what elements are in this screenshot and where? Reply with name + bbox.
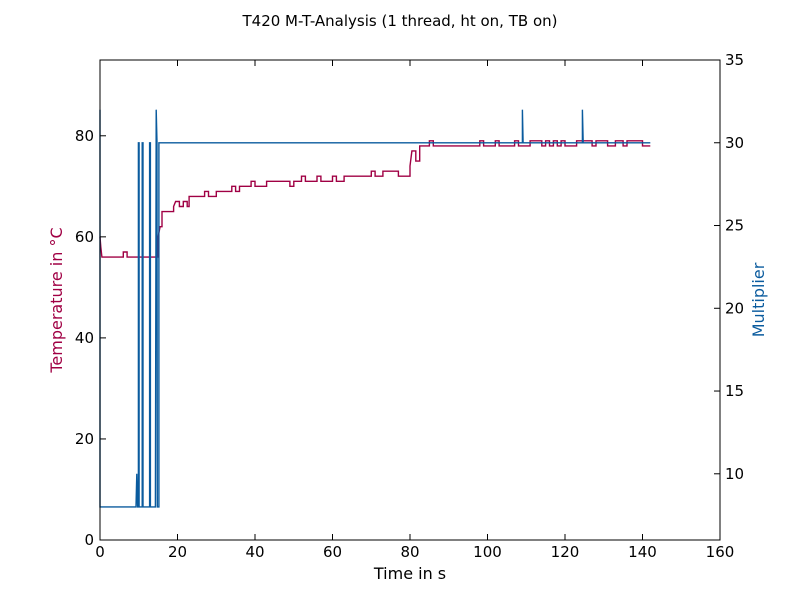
temperature-line	[99, 140, 651, 258]
plot-lines	[99, 109, 651, 508]
multiplier-line	[99, 109, 651, 508]
y-right-tick-label: 25	[725, 217, 744, 235]
y-left-axis-label: Temperature in °C	[47, 227, 66, 373]
y-left-tick-label: 20	[75, 430, 94, 448]
y-right-tick-label: 20	[725, 299, 744, 317]
x-tick-label: 100	[473, 543, 502, 561]
y-right-tick-label: 10	[725, 465, 744, 483]
y-left-tick-label: 40	[75, 329, 94, 347]
x-tick-label: 0	[95, 543, 105, 561]
y-right-axis-ticks: 10 15 20 25 30 35	[714, 51, 744, 483]
x-tick-label: 160	[706, 543, 735, 561]
y-left-tick-label: 0	[84, 531, 94, 549]
y-right-tick-label: 30	[725, 134, 744, 152]
x-tick-label: 20	[168, 543, 187, 561]
y-left-axis-ticks: 0 20 40 60 80	[75, 127, 106, 549]
x-tick-label: 60	[323, 543, 342, 561]
x-tick-label: 140	[628, 543, 657, 561]
y-left-tick-label: 80	[75, 127, 94, 145]
y-left-tick-label: 60	[75, 228, 94, 246]
x-tick-label: 80	[400, 543, 419, 561]
chart-title: T420 M-T-Analysis (1 thread, ht on, TB o…	[242, 12, 558, 30]
y-right-tick-label: 15	[725, 382, 744, 400]
y-right-tick-label: 35	[725, 51, 744, 69]
x-axis-label: Time in s	[373, 564, 446, 583]
x-tick-label: 40	[245, 543, 264, 561]
x-tick-label: 120	[551, 543, 580, 561]
y-right-axis-label: Multiplier	[749, 262, 768, 337]
x-axis-ticks: 0 20 40 60 80 100 120 140 160	[95, 60, 734, 561]
